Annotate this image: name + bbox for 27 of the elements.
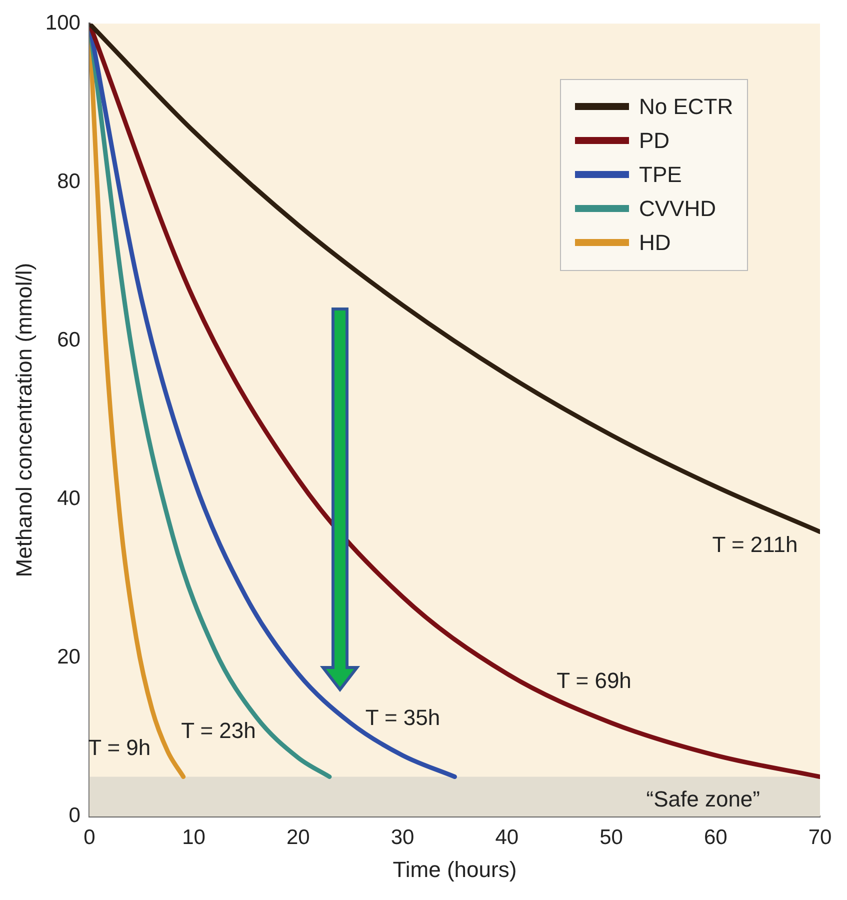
x-tick-label: 0 [84,826,96,849]
x-tick-label: 70 [808,826,832,849]
line-series [89,24,820,534]
legend-label: TPE [639,162,682,188]
x-tick-label: 10 [182,826,206,849]
y-tick-label: 60 [57,328,80,352]
legend-label: No ECTR [639,94,734,120]
x-tick-label: 60 [704,826,728,849]
annotation: T = 23h [181,718,256,743]
band-label: “Safe zone” [646,786,760,812]
legend-label: PD [639,128,670,154]
y-tick-label: 20 [57,646,80,669]
x-tick-label: 40 [495,826,519,849]
x-tick-label: 30 [390,826,414,849]
y-tick-label: 80 [57,170,80,193]
y-tick-label: 100 [45,11,80,34]
y-tick-label: 40 [57,487,80,510]
annotation: T = 35h [365,704,440,730]
x-axis-title: Time (hours) [392,856,517,882]
y-tick-label: 0 [68,804,80,828]
y-axis-title: Methanol concentration (mmol/l) [11,262,36,578]
legend-label: HD [639,230,671,256]
annotation: T = 69h [556,668,632,693]
x-tick-label: 20 [286,826,310,849]
annotation: T = 211h [712,532,798,557]
legend-label: CVVHD [639,196,716,222]
x-tick-label: 50 [600,826,623,849]
